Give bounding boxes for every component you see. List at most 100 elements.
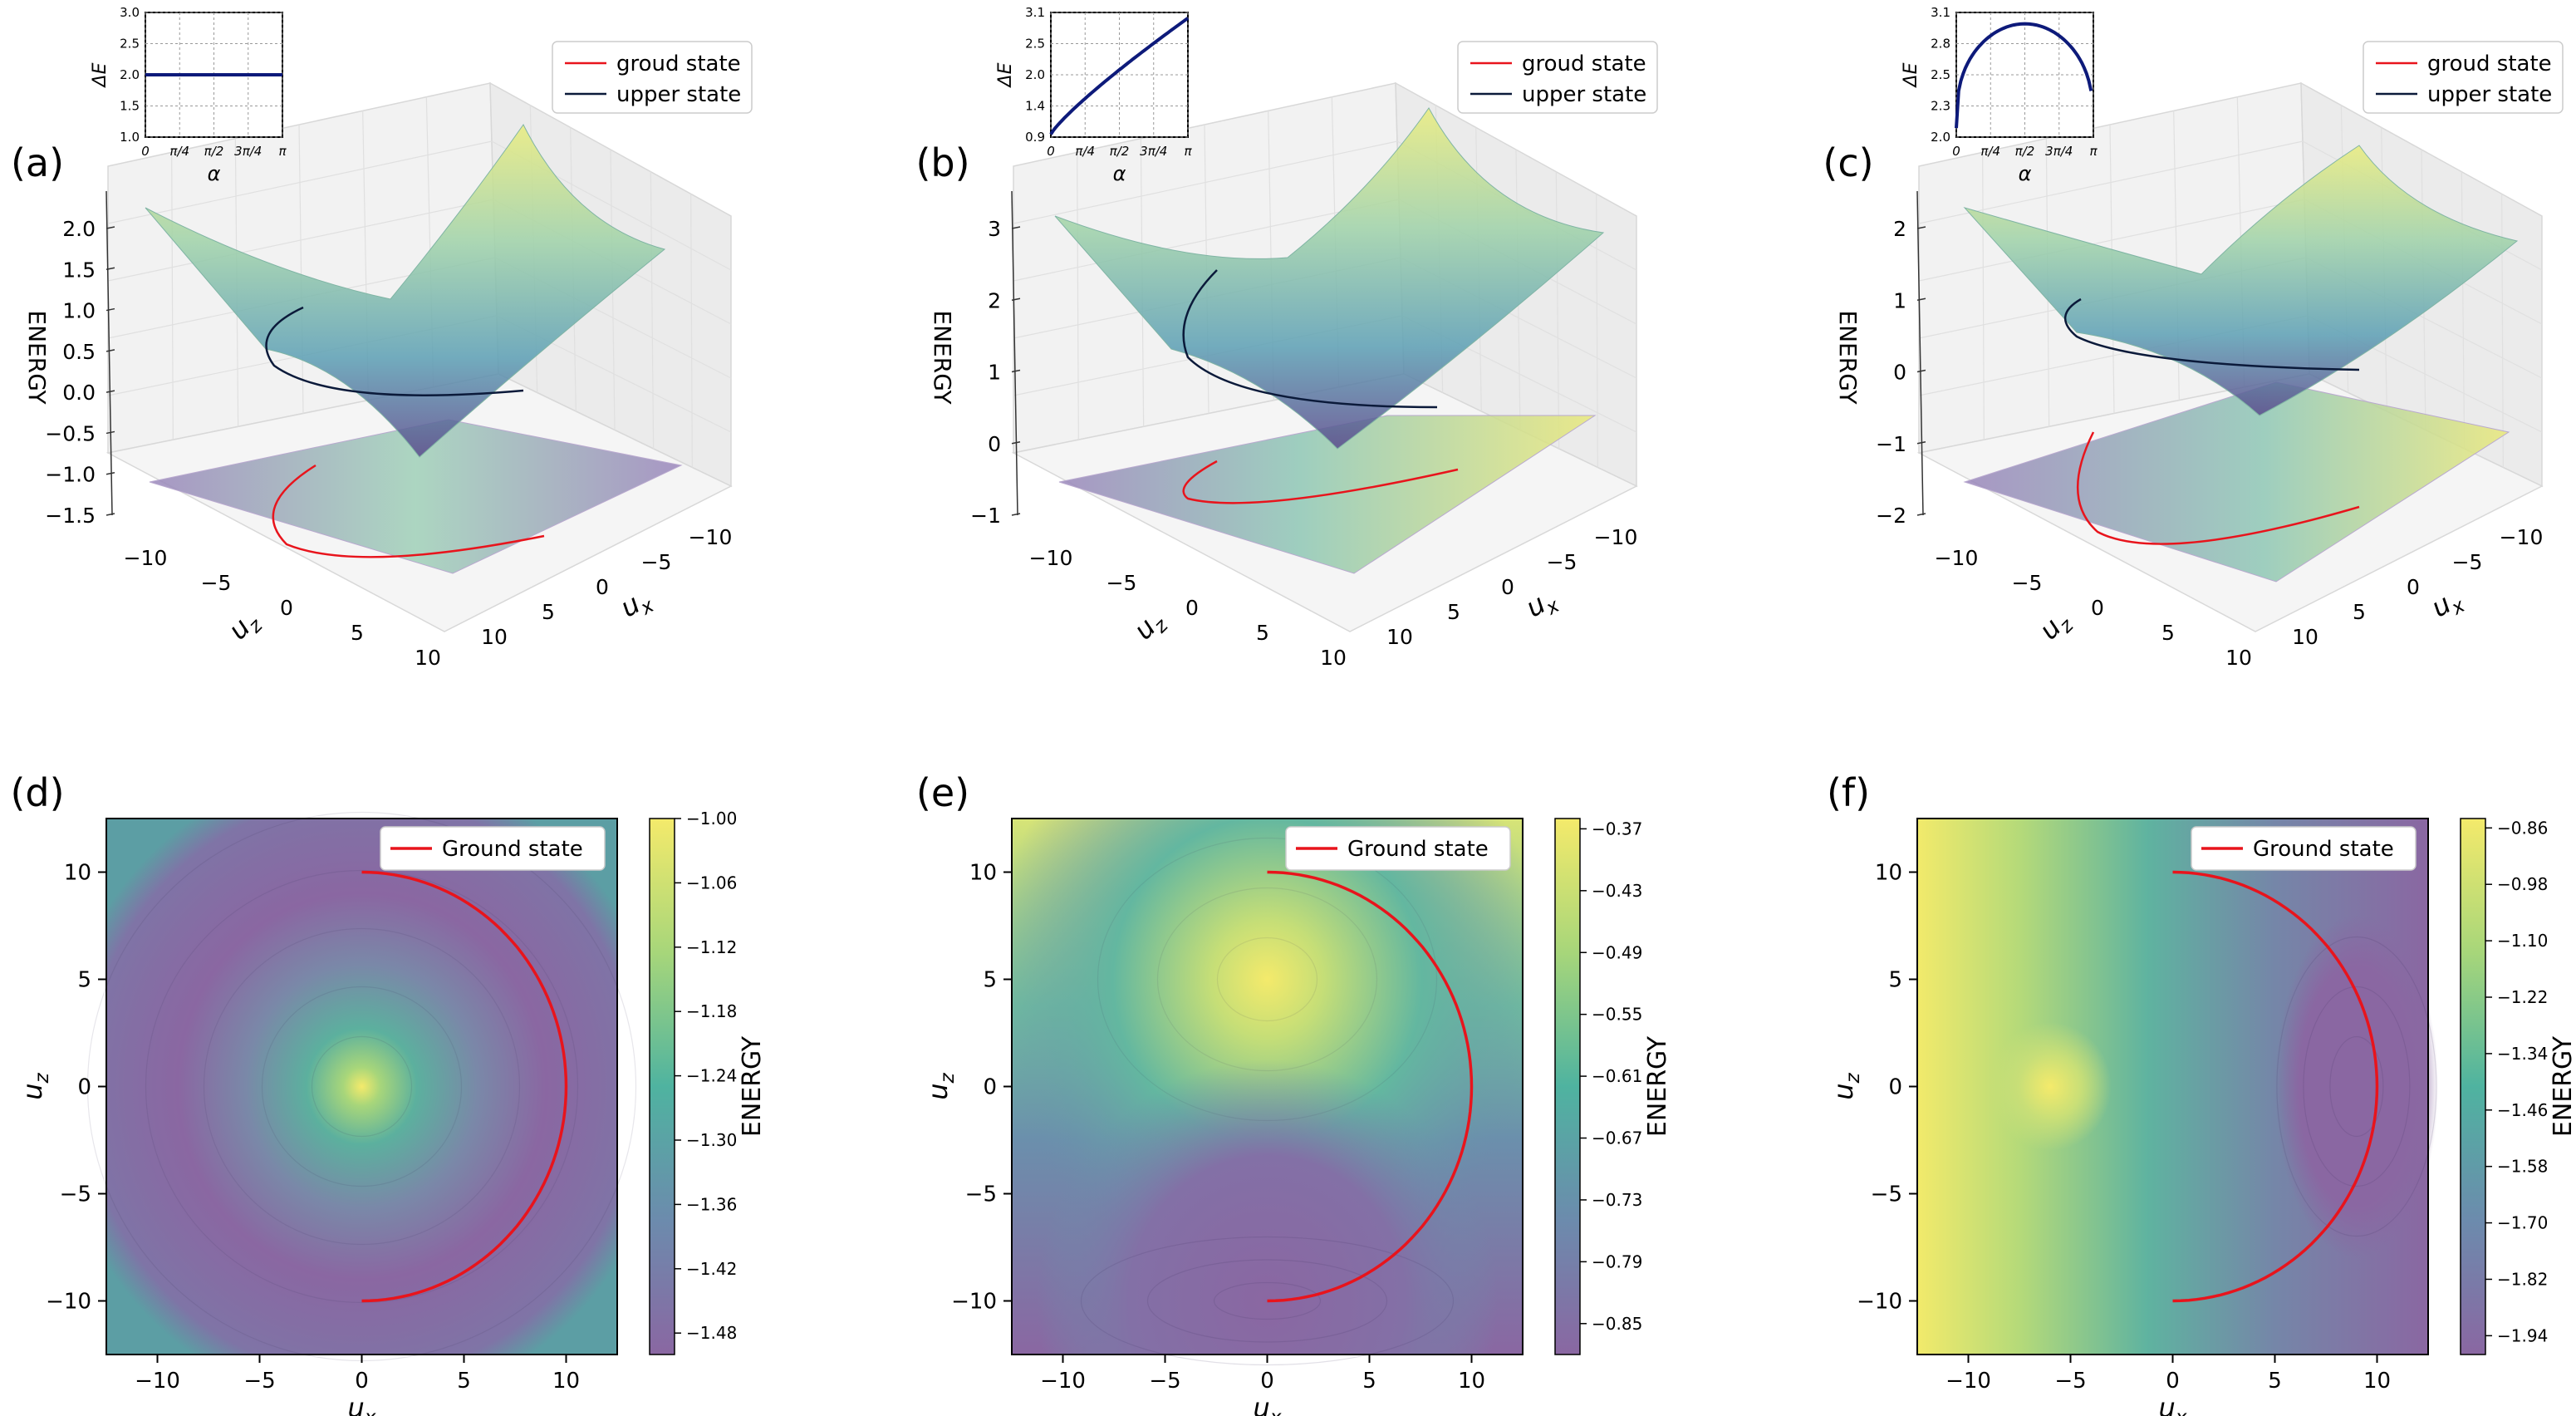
ux-tick-label: −10 [1594, 525, 1638, 549]
colorbar-tick-label: −0.49 [1592, 942, 1642, 962]
inset-xtick-label: π/4 [169, 144, 189, 159]
z-tick [1011, 297, 1021, 301]
colorbar-tick-label: −1.42 [686, 1259, 737, 1279]
y-tick-label: −10 [46, 1290, 91, 1315]
ux-tick-label: 5 [542, 600, 555, 624]
y-axis-label: uz [1828, 1072, 1864, 1099]
grid-line [1596, 194, 1598, 468]
ux-tick-label: −5 [641, 550, 672, 574]
y-tick-label: 5 [77, 968, 91, 993]
z-tick-label: 0 [988, 432, 1001, 456]
upper-state-curve [265, 306, 524, 396]
inset-series-line [1955, 22, 2093, 129]
ux-tick-label: −10 [689, 525, 733, 549]
ux-tick-label: −5 [2452, 550, 2483, 574]
y-axis-label: uz [17, 1072, 53, 1099]
y-tick-label: 10 [64, 861, 91, 886]
ux-tick-label: 10 [1386, 625, 1413, 649]
ux-tick-label: 0 [596, 575, 609, 599]
x-tick-label: −10 [135, 1369, 180, 1394]
ground-surface [1963, 381, 2510, 583]
y-tick-label: 10 [969, 861, 997, 886]
inset-series-line [1049, 17, 1190, 135]
inset-xtick-label: π [278, 144, 287, 159]
colorbar-tick-label: −0.85 [1592, 1314, 1642, 1334]
legend-box [1457, 41, 1658, 114]
uz-axis-label-sub: z [2055, 614, 2078, 637]
colorbar-tick-label: −1.46 [2497, 1100, 2548, 1120]
inset-xtick-label: π/4 [1075, 144, 1095, 159]
inset-ytick-label: 1.4 [1025, 99, 1045, 114]
inset-ytick-label: 1.5 [120, 99, 140, 114]
inset-ytick-label: 2.5 [120, 37, 140, 52]
panel-label: (d) [10, 770, 64, 815]
inset-xtick-label: 3π/4 [2045, 144, 2073, 159]
legend-box [2363, 41, 2564, 114]
z-tick [1916, 513, 1926, 516]
z-tick [1011, 513, 1021, 516]
x-tick-label: −5 [2054, 1369, 2086, 1394]
colorbar-tick-label: −1.00 [686, 809, 737, 828]
uz-tick-label: 10 [415, 646, 441, 670]
grid-line [1982, 152, 1985, 440]
colorbar-tick-label: −0.37 [1592, 819, 1642, 838]
x-axis-label-sub: x [1269, 1407, 1282, 1416]
ux-tick-label: 5 [1447, 600, 1460, 624]
z-tick-label: −1.5 [45, 504, 96, 528]
inset-xtick-label: π [1184, 144, 1192, 159]
legend-label: Ground state [442, 837, 583, 862]
inset-plot: 1.00 1.5 π/4 2.0 π/2 2.5 3π/4 3.0 π ΔE α [90, 5, 287, 185]
uz-tick-label: 10 [2225, 646, 2252, 670]
upper-state-curve [2063, 297, 2360, 371]
legend-box [552, 41, 753, 114]
colorbar-tick-label: −1.34 [2497, 1044, 2548, 1064]
colorbar-tick-label: −0.55 [1592, 1005, 1642, 1025]
z-axis-label: ENERGY [1834, 310, 1862, 405]
heatmap-region [1989, 1022, 2112, 1151]
ux-tick-label: 0 [1501, 575, 1514, 599]
inset-plot: 0.90 1.4 π/4 2.0 π/2 2.5 3π/4 3.1 π ΔE α [995, 5, 1192, 185]
x-tick-label: 5 [2268, 1369, 2282, 1394]
x-axis-label: ux [348, 1392, 376, 1416]
z-tick-label: 1 [988, 361, 1001, 385]
colorbar-tick-label: −1.18 [686, 1001, 737, 1021]
inset-ytick-label: 2.0 [1931, 130, 1950, 145]
colorbar-tick-label: −1.70 [2497, 1213, 2548, 1233]
legend-label: upper state [1522, 82, 1646, 107]
z-tick-label: 2.0 [62, 217, 96, 241]
contour-line [1097, 837, 1438, 1122]
x-tick-label: −10 [1945, 1369, 1991, 1394]
colorbar-label: ENERGY [1643, 1035, 1672, 1137]
z-tick [1916, 226, 1926, 229]
ux-tick-label: 0 [2407, 575, 2420, 599]
z-tick [1011, 441, 1021, 445]
heatmap-panel-1: (e) −10 −10 −5 −5 0 0 5 5 10 10 ux uz Ground state −0.… [916, 770, 1672, 1416]
legend: groud state upper state [552, 41, 753, 114]
z-tick [105, 267, 115, 271]
inset-xlabel: α [1113, 162, 1126, 185]
inset-ytick-label: 2.8 [1931, 37, 1950, 52]
x-tick-label: 0 [1260, 1369, 1274, 1394]
z-tick-label: −1 [970, 504, 1001, 528]
z-tick-label: 3 [988, 217, 1001, 241]
x-tick-label: 5 [1362, 1369, 1376, 1394]
z-axis-label: ENERGY [929, 310, 956, 405]
uz-axis-label: uz [1127, 604, 1173, 650]
ground-state-curve [272, 464, 545, 558]
uz-tick-label: −10 [1935, 546, 1979, 570]
inset-xtick-label: 0 [1047, 144, 1055, 159]
inset-xtick-label: 3π/4 [1140, 144, 1167, 159]
grid-line [1918, 199, 2305, 282]
legend-label: groud state [2427, 52, 2552, 76]
heatmap-fill [106, 819, 617, 1355]
heatmap-panel-2: (f) −10 −10 −5 −5 0 0 5 5 10 10 ux uz Ground state −0.… [1827, 770, 2576, 1416]
x-tick-label: 10 [2363, 1369, 2391, 1394]
uz-axis-label: uz [2033, 604, 2078, 650]
colorbar-tick-label: −1.30 [686, 1130, 737, 1150]
x-tick-label: 0 [355, 1369, 369, 1394]
legend: groud state upper state [1457, 41, 1658, 114]
y-tick-label: −5 [965, 1182, 997, 1207]
x-tick-label: 5 [457, 1369, 471, 1394]
colorbar-tick-label: −0.43 [1592, 881, 1642, 901]
